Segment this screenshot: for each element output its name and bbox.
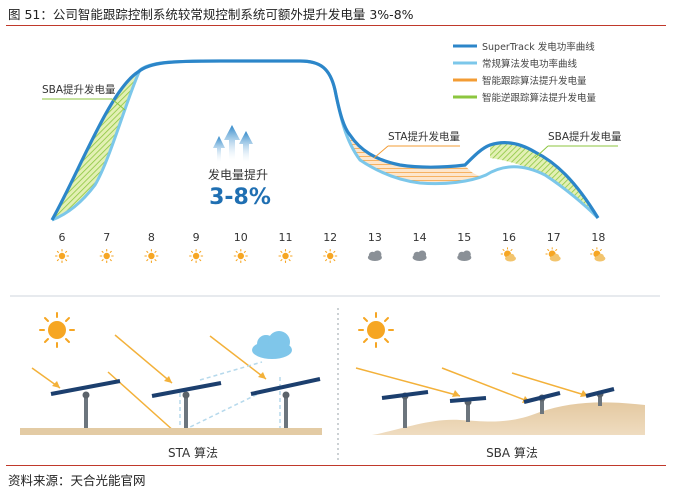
gain-value: 3-8%: [209, 185, 271, 210]
sun-icon: [323, 248, 338, 264]
sba-right-label: SBA提升发电量: [548, 130, 622, 143]
sun-icon: [39, 312, 75, 348]
cloud-icon: [252, 331, 292, 359]
sta-gain-area: [350, 135, 486, 184]
sba-caption: SBA 算法: [486, 445, 538, 460]
legend-label-conventional: 常规算法发电功率曲线: [482, 58, 578, 70]
cloud-icon: [367, 250, 382, 261]
sun-icon: [99, 248, 114, 264]
cloud-icon: [412, 250, 427, 261]
legend: SuperTrack 发电功率曲线 常规算法发电功率曲线 智能跟踪算法提升发电量…: [453, 41, 597, 104]
sta-ground: [20, 428, 322, 435]
figure-source: 资料来源：天合光能官网: [8, 473, 146, 488]
sba-gain-area-right: [490, 142, 598, 218]
sba-left-label: SBA提升发电量: [42, 83, 116, 96]
sba-sun-rays: [355, 367, 589, 403]
hour-label: 7: [103, 231, 110, 244]
hour-label: 15: [457, 231, 471, 244]
hour-label: 18: [591, 231, 605, 244]
power-chart: SBA提升发电量 STA提升发电量 SBA提升发电量 发电量提升 3-8%: [42, 59, 622, 222]
hour-label: 17: [547, 231, 561, 244]
sba-panel: SBA 算法: [355, 312, 645, 460]
sta-panel: STA 算法: [20, 312, 322, 460]
sun-icon: [358, 312, 394, 348]
sba-tracker-1: [381, 390, 429, 428]
sta-tracker-2: [151, 381, 222, 428]
legend-label-supertrack: SuperTrack 发电功率曲线: [482, 41, 595, 53]
top-rule: [6, 25, 666, 26]
sta-ray-heads: [52, 372, 266, 388]
sba-tracker-3: [523, 391, 561, 414]
sun-cloud-icon: [500, 247, 516, 262]
cloud-icon: [457, 250, 472, 261]
sta-leader: [373, 145, 389, 159]
sba-right-leader: [534, 145, 549, 159]
legend-label-sta: 智能跟踪算法提升发电量: [482, 75, 587, 87]
gain-arrows-icon: [213, 125, 253, 162]
hour-label: 12: [323, 231, 337, 244]
sta-tracker-1: [50, 379, 121, 428]
sta-label: STA提升发电量: [388, 130, 460, 143]
supertrack-power-curve: [50, 59, 600, 221]
sun-icon: [278, 248, 293, 264]
sba-terrain: [372, 402, 645, 435]
hour-label: 10: [234, 231, 248, 244]
sun-icon: [54, 248, 70, 264]
sba-left-leader: [111, 98, 126, 111]
hour-label: 9: [193, 231, 200, 244]
hour-label: 13: [368, 231, 382, 244]
legend-label-sba: 智能逆跟踪算法提升发电量: [482, 92, 597, 104]
sta-sun-rays: [31, 334, 267, 433]
gain-label: 发电量提升: [208, 167, 268, 182]
hour-axis: 6 7 8 9 10 11 12 13 14 15 16 17 18: [54, 231, 606, 264]
sba-tracker-4: [585, 387, 615, 406]
sta-diffuse-arrows: [179, 361, 281, 432]
sun-cloud-icon: [545, 247, 561, 262]
sta-tracker-3: [250, 377, 321, 428]
hour-label: 16: [502, 231, 516, 244]
sta-caption: STA 算法: [168, 445, 218, 460]
hour-label: 14: [413, 231, 427, 244]
sba-tracker-2: [449, 396, 487, 422]
sun-cloud-icon: [590, 247, 606, 262]
sba-gain-area-left: [52, 72, 138, 220]
figure-title: 图 51：公司智能跟踪控制系统较常规控制系统可额外提升发电量 3%-8%: [8, 7, 414, 22]
hour-label: 6: [59, 231, 66, 244]
sun-icon: [189, 248, 204, 264]
hour-label: 11: [279, 231, 293, 244]
sun-icon: [144, 248, 159, 264]
hour-label: 8: [148, 231, 155, 244]
sun-icon: [233, 248, 248, 264]
bottom-rule: [6, 465, 666, 466]
